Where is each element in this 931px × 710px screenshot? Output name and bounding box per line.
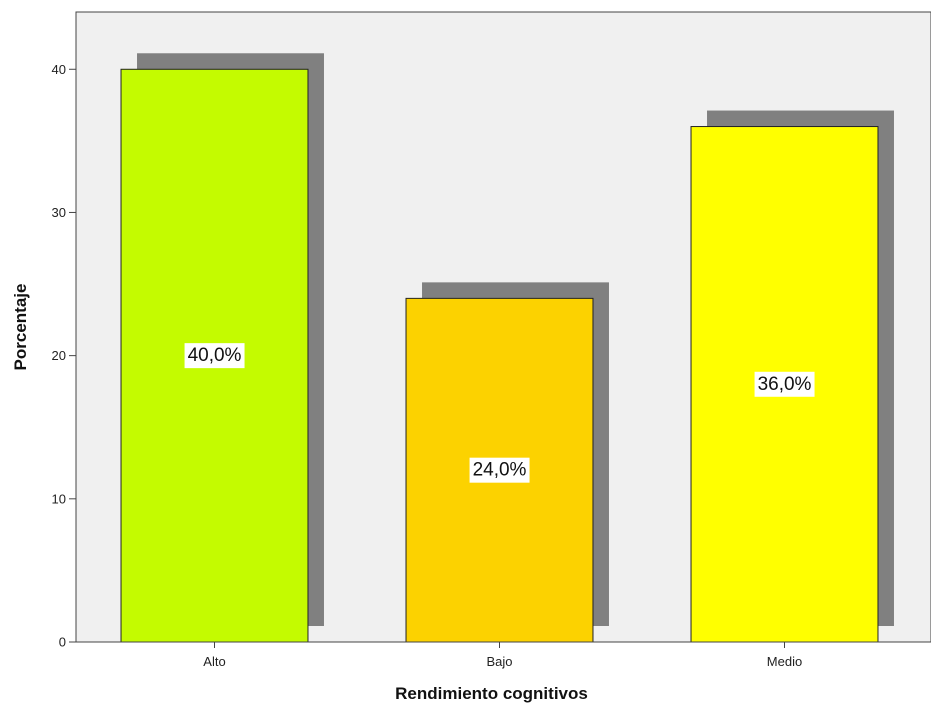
y-tick-label: 0 — [59, 635, 66, 650]
data-label-text: 36,0% — [758, 374, 812, 395]
y-tick-label: 40 — [52, 62, 66, 77]
x-axis-title: Rendimiento cognitivos — [395, 684, 588, 703]
data-label: 24,0% — [469, 457, 530, 483]
data-label: 40,0% — [184, 343, 245, 369]
data-label-box — [469, 457, 530, 483]
data-label: 36,0% — [754, 371, 815, 397]
data-label-text: 40,0% — [188, 345, 242, 366]
data-label-box — [754, 371, 815, 397]
x-tick-label: Alto — [203, 654, 225, 669]
x-tick-label: Bajo — [486, 654, 512, 669]
y-tick-label: 10 — [52, 491, 66, 506]
data-label-text: 24,0% — [473, 460, 527, 481]
y-tick-label: 20 — [52, 348, 66, 363]
data-label-box — [184, 343, 245, 369]
y-tick-label: 30 — [52, 205, 66, 220]
x-tick-label: Medio — [767, 654, 802, 669]
y-axis-title: Porcentaje — [11, 284, 30, 371]
